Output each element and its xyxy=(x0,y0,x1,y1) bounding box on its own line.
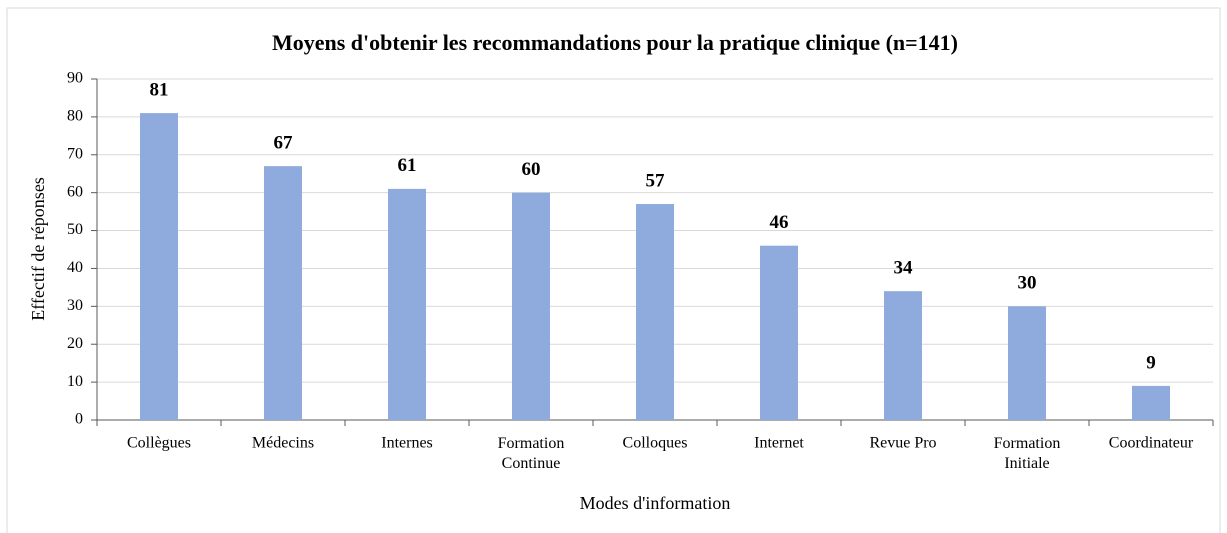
bar xyxy=(512,192,550,420)
x-tick-label: Colloques xyxy=(623,435,688,452)
y-tick-label: 10 xyxy=(67,373,83,390)
data-label: 30 xyxy=(1018,273,1037,294)
x-tick-label: Collègues xyxy=(127,435,191,452)
y-tick-label: 70 xyxy=(67,145,83,162)
chart-title: Moyens d'obtenir les recommandations pou… xyxy=(272,30,958,55)
bar xyxy=(636,204,674,420)
x-tick-label: Internes xyxy=(381,435,433,452)
x-tick-label: Internet xyxy=(754,435,804,452)
data-label: 46 xyxy=(770,212,789,233)
x-tick-label: Revue Pro xyxy=(869,435,936,452)
y-tick-label: 20 xyxy=(67,335,83,352)
y-tick-label: 40 xyxy=(67,259,83,276)
bar xyxy=(264,166,302,420)
chart-border xyxy=(6,7,1221,533)
x-axis-label: Modes d'information xyxy=(580,493,731,513)
x-tick-label: Formation Continue xyxy=(498,435,565,472)
bar xyxy=(140,113,178,420)
y-tick-label: 30 xyxy=(67,297,83,314)
bar xyxy=(388,188,426,420)
data-label: 60 xyxy=(522,159,541,180)
data-label: 67 xyxy=(274,133,294,154)
data-label: 81 xyxy=(150,79,169,100)
y-tick-label: 80 xyxy=(67,108,83,125)
data-label: 9 xyxy=(1146,352,1156,373)
data-label: 61 xyxy=(398,155,417,176)
y-tick-label: 0 xyxy=(75,411,83,428)
y-tick-label: 60 xyxy=(67,183,83,200)
x-tick-label: Médecins xyxy=(252,435,314,452)
x-tick-label: Coordinateur xyxy=(1109,435,1194,452)
bar xyxy=(884,291,922,420)
y-tick-label: 50 xyxy=(67,221,83,238)
bar xyxy=(760,245,798,420)
bar xyxy=(1008,306,1046,420)
x-tick-label: Formation Initiale xyxy=(994,435,1061,472)
data-label: 57 xyxy=(646,170,666,191)
data-label: 34 xyxy=(894,258,914,279)
y-axis-label: Effectif de réponses xyxy=(28,177,48,321)
bar xyxy=(1132,385,1170,420)
y-tick-label: 90 xyxy=(67,70,83,87)
